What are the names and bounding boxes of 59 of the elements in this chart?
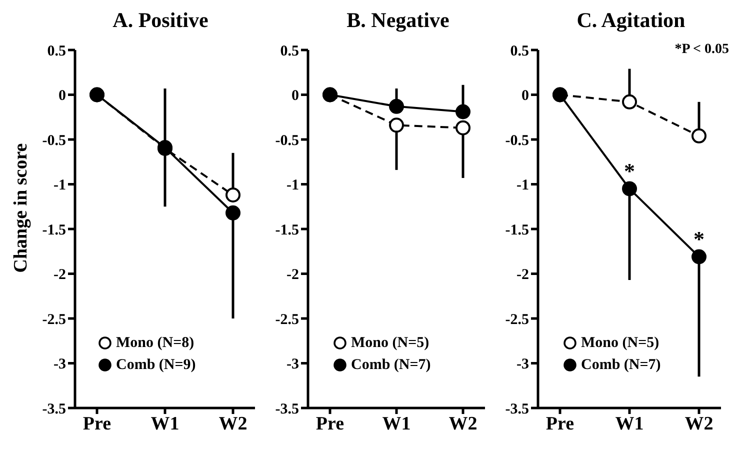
x-tick-label: Pre bbox=[546, 413, 574, 434]
y-tick-label: -1.5 bbox=[275, 222, 299, 238]
y-tick-label: -2 bbox=[516, 267, 529, 284]
legend-label: Comb (N=9) bbox=[116, 356, 196, 375]
point bbox=[692, 249, 706, 264]
x-tick-label: W1 bbox=[615, 413, 644, 434]
y-tick-label: 0.5 bbox=[47, 43, 66, 60]
x-tick-label: Pre bbox=[316, 413, 344, 434]
y-tick-label: 0.5 bbox=[280, 43, 299, 60]
y-tick-label: -0.5 bbox=[42, 132, 66, 149]
y-tick-label: -2 bbox=[54, 267, 66, 284]
y-tick-label: -0.5 bbox=[275, 132, 299, 149]
y-tick-label: -3 bbox=[286, 356, 299, 373]
y-tick-label: -3.5 bbox=[42, 401, 66, 418]
legend-label: Comb (N=7) bbox=[581, 356, 661, 375]
y-tick-label: 0 bbox=[522, 88, 529, 104]
legend-label: Mono (N=5) bbox=[351, 334, 430, 353]
x-tick-label: W1 bbox=[150, 413, 180, 434]
y-tick-label: 0.5 bbox=[510, 43, 529, 60]
y-tick-label: -2.5 bbox=[505, 312, 529, 328]
y-tick-label: -1 bbox=[516, 178, 529, 194]
point bbox=[622, 94, 637, 110]
y-tick-label: 0 bbox=[292, 88, 299, 104]
chart-title: B. Negative bbox=[346, 8, 450, 34]
y-tick-label: -2.5 bbox=[275, 312, 299, 328]
y-axis-title: Change in score bbox=[11, 143, 33, 273]
y-tick-label: 0 bbox=[58, 88, 66, 104]
y-tick-label: -1 bbox=[286, 178, 299, 194]
y-tick-label: -2.5 bbox=[42, 312, 66, 328]
y-tick-label: -1 bbox=[54, 178, 66, 194]
x-tick-label: W2 bbox=[684, 413, 714, 434]
point bbox=[226, 205, 240, 220]
chart-title: A. Positive bbox=[112, 8, 210, 34]
point bbox=[456, 120, 470, 136]
point bbox=[456, 104, 470, 120]
point bbox=[389, 98, 404, 114]
legend-label: Comb (N=7) bbox=[351, 356, 431, 375]
y-tick-label: -1.5 bbox=[42, 222, 66, 238]
annotation: * bbox=[694, 226, 704, 252]
point bbox=[389, 118, 404, 133]
x-tick-label: W2 bbox=[218, 413, 248, 434]
point bbox=[226, 187, 240, 202]
legend-label: Mono (N=8) bbox=[116, 334, 194, 353]
legend-label: Mono (N=5) bbox=[581, 334, 660, 353]
x-tick-label: Pre bbox=[82, 413, 112, 434]
y-tick-label: -3 bbox=[516, 356, 529, 373]
annotation: * bbox=[624, 158, 635, 184]
point bbox=[622, 181, 637, 196]
y-tick-label: -3.5 bbox=[505, 401, 529, 418]
point bbox=[692, 128, 706, 144]
chart-title: C. Agitation bbox=[576, 8, 686, 34]
y-tick-label: -3.5 bbox=[275, 401, 299, 418]
y-tick-label: -1.5 bbox=[505, 222, 529, 238]
x-tick-label: W1 bbox=[382, 413, 411, 434]
y-tick-label: -3 bbox=[54, 356, 66, 373]
x-tick-label: W2 bbox=[448, 413, 478, 434]
y-tick-label: -2 bbox=[286, 267, 299, 284]
annotation: *P < 0.05 bbox=[674, 42, 729, 58]
y-tick-label: -0.5 bbox=[505, 132, 529, 149]
